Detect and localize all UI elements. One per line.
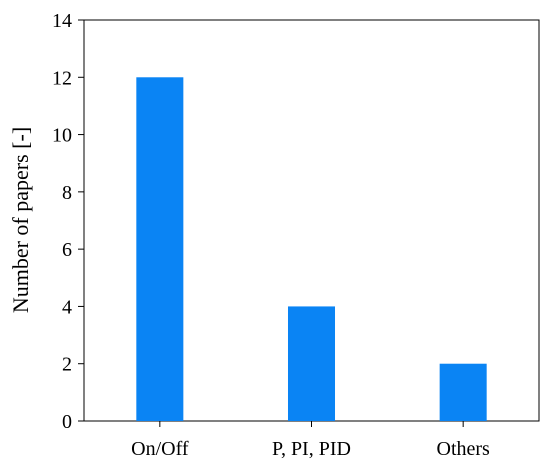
y-tick-label: 2 (62, 354, 72, 376)
y-tick-label: 4 (62, 296, 72, 318)
x-category-label: Others (437, 438, 491, 460)
x-category-label: On/Off (131, 438, 189, 460)
x-category-label: P, PI, PID (272, 438, 351, 460)
y-tick-label: 8 (62, 182, 72, 204)
y-tick-label: 0 (62, 411, 72, 433)
y-axis-ticks: 0 2 4 6 8 10 12 14 (52, 10, 84, 433)
y-tick-label: 6 (62, 239, 72, 261)
bars (136, 77, 487, 422)
x-axis-category-labels: On/Off P, PI, PID Others (131, 421, 490, 460)
y-tick-label: 12 (52, 67, 72, 89)
y-axis-title: Number of papers [-] (8, 127, 33, 313)
bar (439, 363, 487, 421)
bar (136, 77, 184, 422)
bar (287, 306, 336, 421)
y-tick-label: 10 (52, 125, 72, 147)
y-tick-label: 14 (52, 10, 72, 32)
